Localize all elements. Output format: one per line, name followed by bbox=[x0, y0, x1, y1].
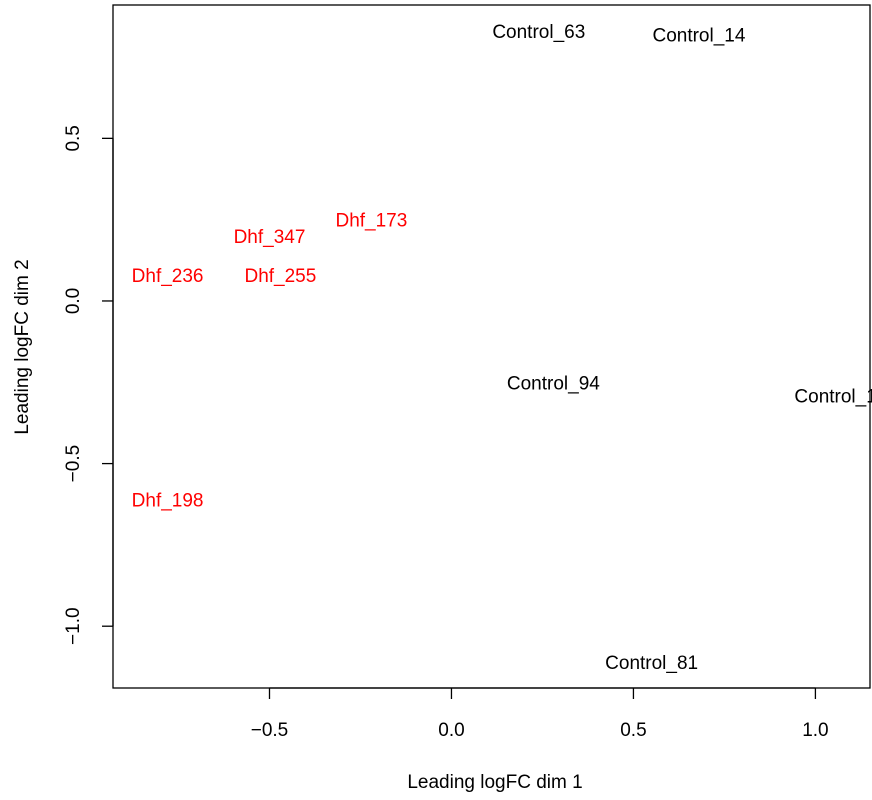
x-axis-title: Leading logFC dim 1 bbox=[407, 772, 582, 793]
x-tick-label: −0.5 bbox=[251, 720, 289, 741]
point-label-dhf-198: Dhf_198 bbox=[132, 490, 204, 511]
point-label-control-13: Control_13 bbox=[794, 386, 872, 407]
point-label-control-94: Control_94 bbox=[507, 373, 600, 394]
point-label-dhf-255: Dhf_255 bbox=[244, 266, 316, 287]
point-label-dhf-173: Dhf_173 bbox=[335, 211, 407, 232]
point-label-dhf-236: Dhf_236 bbox=[132, 266, 204, 287]
point-label-control-63: Control_63 bbox=[492, 22, 585, 43]
point-label-control-81: Control_81 bbox=[605, 653, 698, 674]
point-labels: Control_63 Control_14 Dhf_173 Dhf_347 Dhf_23… bbox=[132, 22, 872, 674]
x-axis: −0.5 0.0 0.5 1.0 bbox=[251, 687, 829, 741]
x-tick-label: 0.0 bbox=[438, 720, 464, 741]
y-tick-label: −0.5 bbox=[63, 445, 84, 483]
y-axis: −1.0 −0.5 0.0 0.5 bbox=[63, 125, 114, 645]
x-tick-label: 0.5 bbox=[620, 720, 646, 741]
plot-frame bbox=[112, 4, 871, 689]
y-tick-label: −1.0 bbox=[63, 607, 84, 645]
y-tick-label: 0.5 bbox=[63, 125, 84, 151]
x-tick-label: 1.0 bbox=[802, 720, 828, 741]
y-tick-label: 0.0 bbox=[63, 288, 84, 314]
y-axis-title: Leading logFC dim 2 bbox=[12, 259, 33, 434]
point-label-control-14: Control_14 bbox=[652, 25, 745, 46]
point-label-dhf-347: Dhf_347 bbox=[234, 227, 306, 248]
